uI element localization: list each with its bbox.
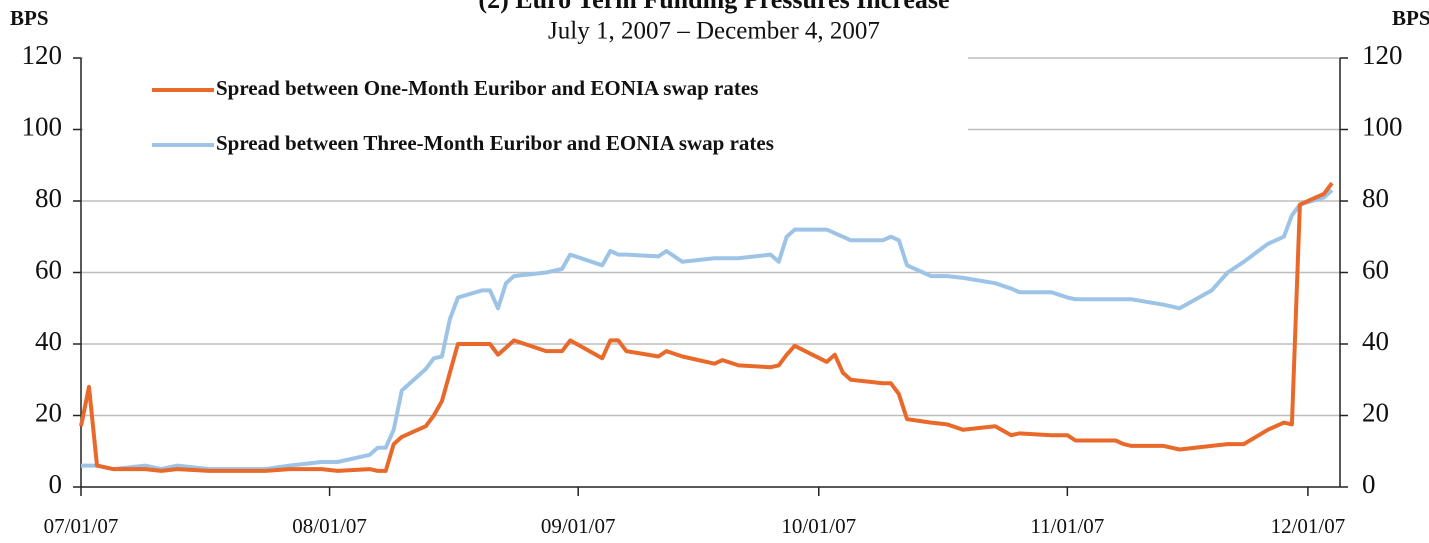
y2-tick-label: 100 — [1362, 112, 1403, 142]
x-tick-label: 07/01/07 — [44, 514, 119, 538]
x-tick-label: 08/01/07 — [292, 514, 367, 538]
y2-tick-label: 20 — [1362, 398, 1389, 428]
y-tick-label: 120 — [22, 40, 63, 70]
y-tick-label: 80 — [35, 183, 62, 213]
y2-tick-label: 120 — [1362, 40, 1403, 70]
y2-tick-label: 0 — [1362, 469, 1376, 499]
legend-label: Spread between One-Month Euribor and EON… — [216, 76, 758, 100]
chart-title: (2) Euro Term Funding Pressures Increase — [478, 0, 949, 14]
y-tick-label: 40 — [35, 326, 62, 356]
y-tick-label: 100 — [22, 112, 63, 142]
x-tick-label: 12/01/07 — [1271, 514, 1346, 538]
legend-label: Spread between Three-Month Euribor and E… — [216, 131, 774, 155]
y-axis-label: BPS — [10, 6, 49, 30]
y-tick-label: 0 — [49, 469, 63, 499]
chart-subtitle: July 1, 2007 – December 4, 2007 — [548, 18, 880, 45]
y2-axis-label: BPS — [1392, 6, 1429, 30]
y-tick-label: 20 — [35, 398, 62, 428]
x-tick-label: 10/01/07 — [781, 514, 856, 538]
series-line — [79, 181, 1334, 473]
y2-tick-label: 40 — [1362, 326, 1389, 356]
x-tick-label: 09/01/07 — [541, 514, 616, 538]
legend-background — [83, 56, 968, 168]
y-tick-label: 60 — [35, 255, 62, 285]
y2-tick-label: 80 — [1362, 183, 1389, 213]
series-line — [81, 188, 1334, 472]
y2-tick-label: 60 — [1362, 255, 1389, 285]
x-tick-label: 11/01/07 — [1030, 514, 1104, 538]
